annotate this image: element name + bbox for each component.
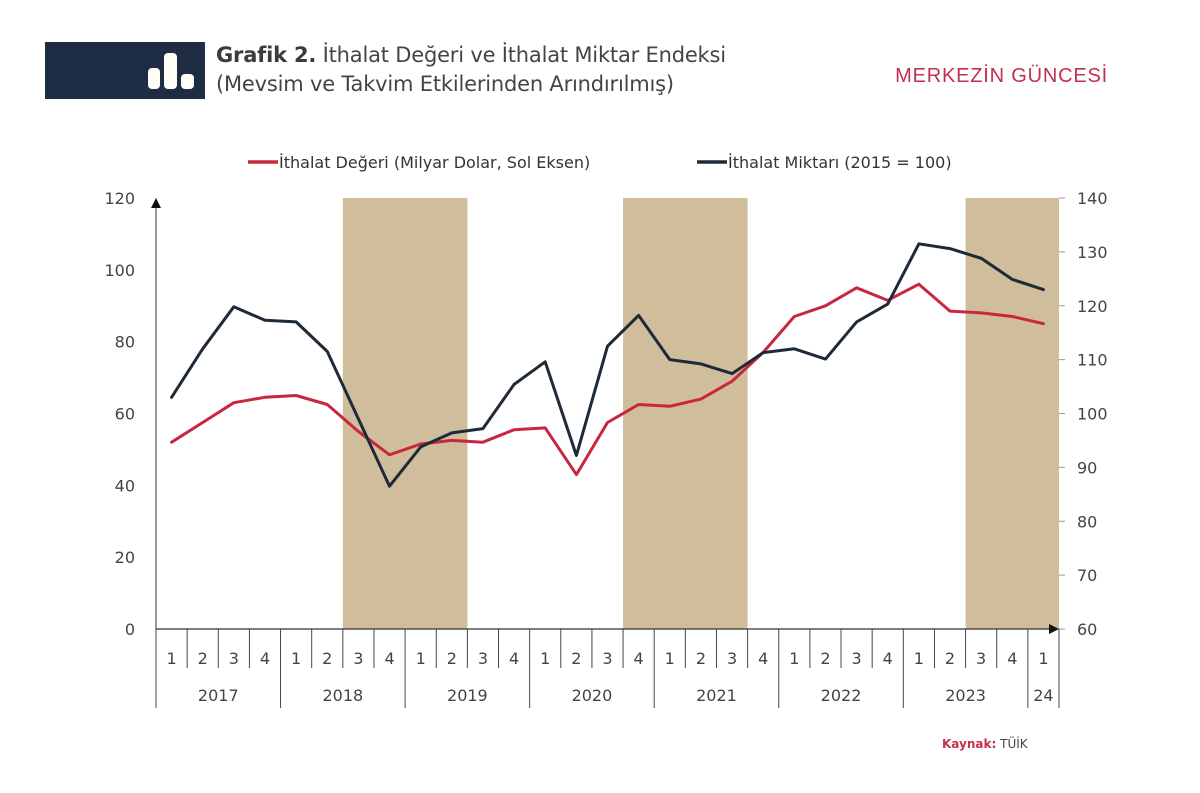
quarter-label: 1 (665, 649, 675, 668)
quarter-label: 4 (634, 649, 644, 668)
shaded-period (965, 198, 1059, 629)
source-value: TÜİK (1000, 737, 1028, 751)
quarter-label: 4 (1007, 649, 1017, 668)
header-banner (45, 42, 205, 99)
left-tick-label: 60 (115, 405, 135, 424)
title-prefix: Grafik 2. (216, 43, 317, 67)
quarter-label: 2 (322, 649, 332, 668)
year-label: 2019 (447, 686, 488, 705)
left-tick-label: 40 (115, 476, 135, 495)
left-tick-label: 100 (104, 261, 135, 280)
quarter-label: 2 (945, 649, 955, 668)
right-tick-label: 80 (1077, 512, 1097, 531)
quarter-label: 1 (166, 649, 176, 668)
quarter-label: 2 (447, 649, 457, 668)
quarter-label: 4 (758, 649, 768, 668)
title-line2: (Mevsim ve Takvim Etkilerinden Arındırıl… (216, 72, 674, 96)
axes: 0 20 40 60 80 100 120 60 70 80 90 100 110 120 130 140 1 2… (104, 189, 1108, 708)
right-tick-label: 70 (1077, 566, 1097, 585)
quarter-label: 3 (229, 649, 239, 668)
shaded-period (623, 198, 748, 629)
quarter-label: 3 (353, 649, 363, 668)
quarter-label: 3 (602, 649, 612, 668)
right-tick-label: 110 (1077, 351, 1108, 370)
quarter-label: 3 (478, 649, 488, 668)
right-tick-label: 60 (1077, 620, 1097, 639)
legend-label: İthalat Değeri (Milyar Dolar, Sol Eksen) (279, 153, 590, 172)
quarter-label: 2 (198, 649, 208, 668)
quarter-label: 1 (789, 649, 799, 668)
year-label: 2021 (696, 686, 737, 705)
quarter-label: 2 (571, 649, 581, 668)
year-label: 2017 (198, 686, 239, 705)
year-label: 2020 (572, 686, 613, 705)
year-label: 2023 (945, 686, 986, 705)
right-tick-label: 100 (1077, 405, 1108, 424)
import-volume-line (170, 242, 1045, 488)
quarter-label: 2 (696, 649, 706, 668)
quarter-label: 1 (416, 649, 426, 668)
year-label: 2022 (821, 686, 862, 705)
quarter-label: 4 (509, 649, 519, 668)
year-label: 2018 (322, 686, 363, 705)
source-note: Kaynak: TÜİK (942, 737, 1028, 751)
quarter-label: 1 (291, 649, 301, 668)
left-tick-label: 20 (115, 548, 135, 567)
shaded-periods (342, 198, 1059, 629)
right-tick-label: 130 (1077, 243, 1108, 262)
title-line1: İthalat Değeri ve İthalat Miktar Endeksi (316, 43, 726, 67)
quarter-label: 4 (260, 649, 270, 668)
right-tick-label: 90 (1077, 458, 1097, 477)
quarter-label: 2 (820, 649, 830, 668)
legend-label: İthalat Miktarı (2015 = 100) (728, 153, 952, 172)
left-tick-label: 0 (125, 620, 135, 639)
quarter-label: 3 (852, 649, 862, 668)
source-label: Kaynak: (942, 737, 997, 751)
left-tick-label: 120 (104, 189, 135, 208)
bar-chart-icon (148, 53, 194, 89)
shaded-period (342, 198, 468, 629)
year-label: 24 (1033, 686, 1053, 705)
quarter-label: 4 (384, 649, 394, 668)
legend: İthalat Değeri (Milyar Dolar, Sol Eksen)… (248, 153, 952, 172)
quarter-label: 1 (914, 649, 924, 668)
quarter-label: 3 (976, 649, 986, 668)
chart-title: Grafik 2. İthalat Değeri ve İthalat Mikt… (216, 41, 726, 99)
quarter-label: 1 (1038, 649, 1048, 668)
left-axis-arrow-icon (151, 198, 161, 208)
quarter-label: 4 (883, 649, 893, 668)
import-value-line (170, 282, 1045, 477)
series-lines (170, 242, 1045, 488)
right-tick-label: 140 (1077, 189, 1108, 208)
quarter-label: 1 (540, 649, 550, 668)
right-tick-label: 120 (1077, 297, 1108, 316)
quarter-label: 3 (727, 649, 737, 668)
x-axis-arrow-icon (1049, 624, 1059, 634)
left-tick-label: 80 (115, 333, 135, 352)
brand-logo: MERKEZİN GÜNCESİ (895, 65, 1108, 87)
